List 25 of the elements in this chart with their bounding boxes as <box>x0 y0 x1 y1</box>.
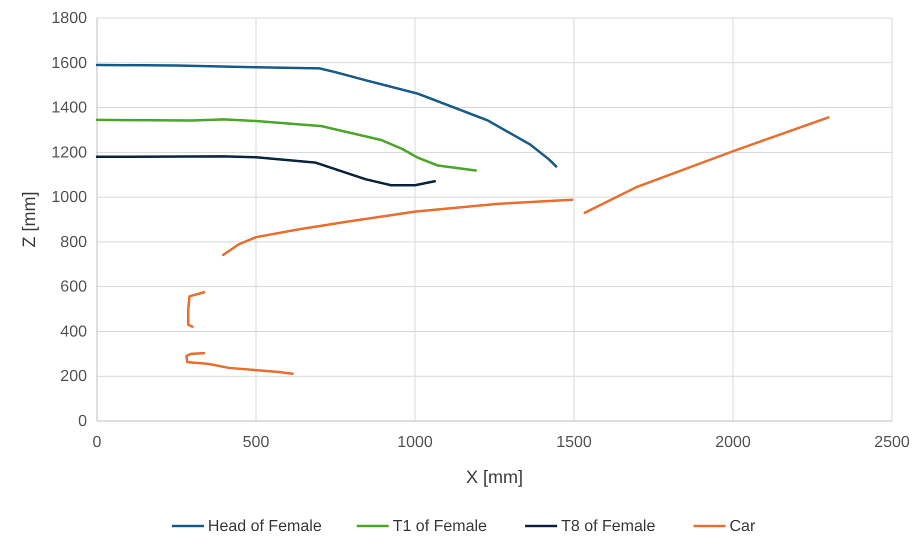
y-tick-label: 1400 <box>51 100 88 117</box>
x-tick-label: 2500 <box>874 434 910 451</box>
legend-label: Car <box>730 518 756 535</box>
line-series <box>96 155 436 186</box>
x-tick-label: 1000 <box>397 434 433 451</box>
y-tick-label: 1800 <box>51 10 88 27</box>
x-tick-label: 500 <box>242 434 270 451</box>
y-tick-label: 0 <box>78 413 88 430</box>
line-series <box>96 64 558 168</box>
y-tick-label: 200 <box>60 368 88 386</box>
y-tick-label: 800 <box>60 234 88 251</box>
legend-label: Head of Female <box>208 518 322 535</box>
x-tick-label: 2000 <box>715 434 751 451</box>
legend-label: T8 of Female <box>561 518 656 535</box>
y-axis-title: Z [mm] <box>19 192 39 248</box>
y-tick-label: 1200 <box>51 144 88 162</box>
x-tick-label: 1500 <box>556 434 592 451</box>
y-tick-label: 400 <box>60 323 88 340</box>
x-axis-title: X [mm] <box>466 467 523 487</box>
y-tick-label: 1600 <box>51 54 88 72</box>
legend-label: T1 of Female <box>392 518 488 535</box>
y-tick-label: 600 <box>60 278 88 296</box>
x-tick-label: 0 <box>92 434 102 451</box>
line-series <box>96 118 477 172</box>
y-tick-label: 1000 <box>51 189 88 206</box>
